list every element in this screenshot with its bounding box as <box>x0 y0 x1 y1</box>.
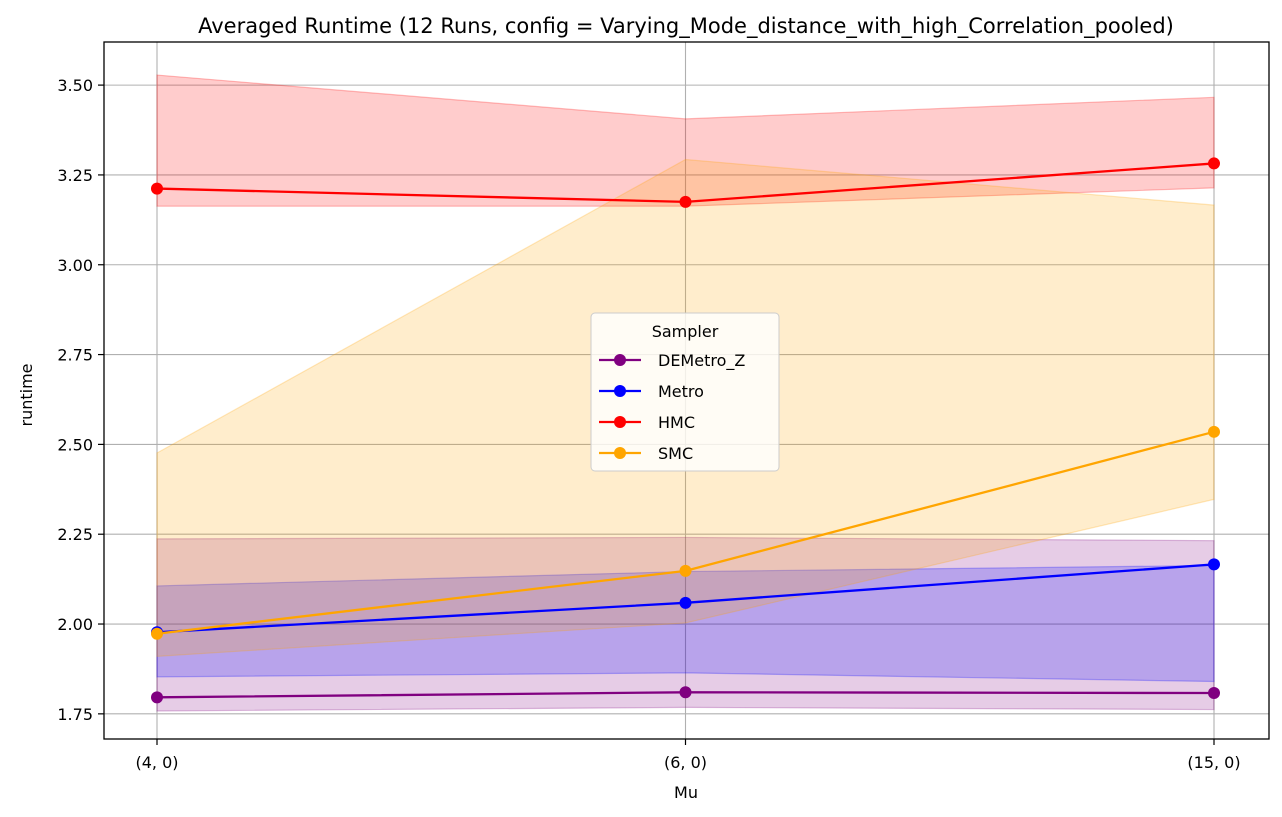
x-tick-label: (15, 0) <box>1187 753 1240 772</box>
point-hmc <box>679 195 692 208</box>
legend-marker-hmc <box>614 416 626 428</box>
band-hmc <box>156 74 1215 207</box>
legend-marker-smc <box>614 447 626 459</box>
y-tick-label: 1.75 <box>57 705 93 724</box>
plot-frame <box>103 41 1270 740</box>
point-smc <box>151 627 163 640</box>
legend-label-demetro-z: DEMetro_Z <box>658 351 745 371</box>
y-tick-label: 2.50 <box>57 435 93 454</box>
legend-box <box>590 312 780 472</box>
y-axis-ticks: 1.75 2.00 2.25 2.50 2.75 3.00 3.25 3.50 <box>57 76 104 724</box>
x-axis-ticks: (4, 0) (6, 0) (15, 0) <box>135 739 1241 772</box>
legend-label-metro: Metro <box>658 382 704 401</box>
y-tick-label: 3.50 <box>57 76 93 95</box>
chart-title: Averaged Runtime (12 Runs, config = Vary… <box>198 14 1174 39</box>
legend: Sampler DEMetro_Z Metro HMC SMC <box>590 312 780 472</box>
y-tick-label: 3.25 <box>57 166 93 185</box>
point-smc <box>1208 425 1220 438</box>
y-tick-label: 2.25 <box>57 525 93 544</box>
y-tick-label: 2.75 <box>57 346 93 365</box>
point-metro <box>1208 558 1220 571</box>
point-smc <box>679 564 692 577</box>
legend-title: Sampler <box>652 322 719 341</box>
band-demetro-z <box>156 536 1215 712</box>
series-points <box>151 157 1220 704</box>
point-hmc <box>151 182 163 195</box>
y-tick-label: 3.00 <box>57 256 93 275</box>
point-demetro-z <box>1208 687 1220 700</box>
x-tick-label: (4, 0) <box>135 753 178 772</box>
legend-marker-metro <box>614 385 626 397</box>
point-demetro-z <box>679 686 692 699</box>
point-demetro-z <box>151 691 163 704</box>
point-metro <box>679 596 692 609</box>
legend-label-hmc: HMC <box>658 413 695 432</box>
legend-items: DEMetro_Z Metro HMC SMC <box>599 351 745 463</box>
legend-marker-demetro-z <box>614 354 626 366</box>
y-tick-label: 2.00 <box>57 615 93 634</box>
y-axis-label: runtime <box>17 363 36 426</box>
x-tick-label: (6, 0) <box>664 753 707 772</box>
x-axis-label: Mu <box>674 783 698 802</box>
legend-label-smc: SMC <box>658 444 693 463</box>
point-hmc <box>1208 157 1220 170</box>
